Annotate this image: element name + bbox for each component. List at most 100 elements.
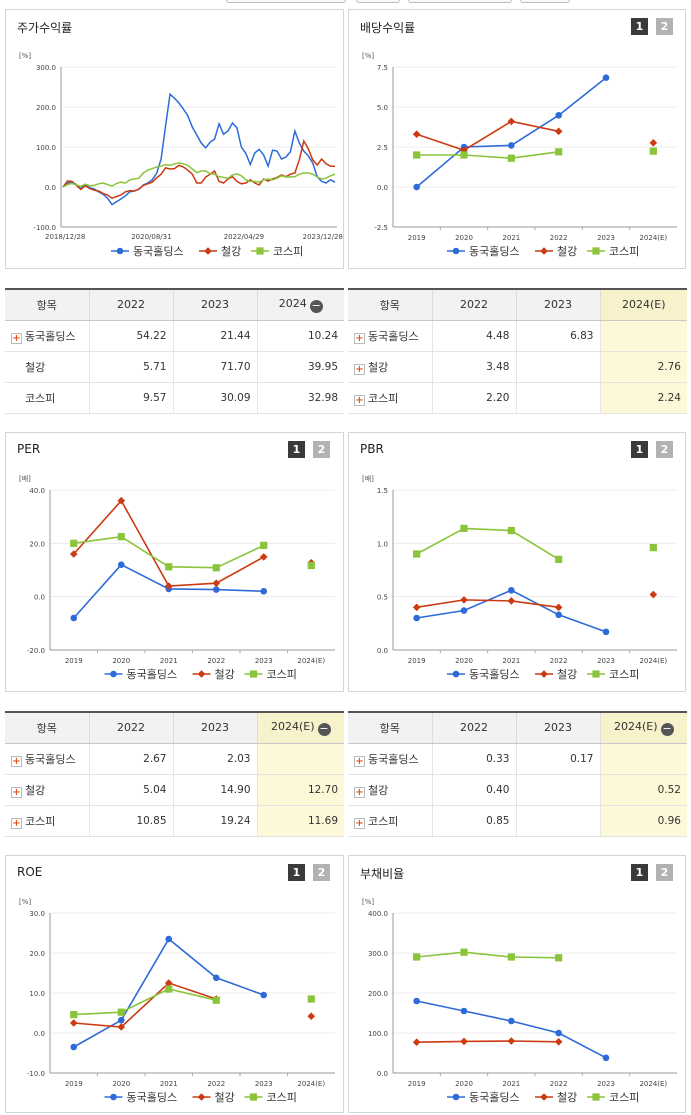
tab-1-button[interactable]: 1 [288, 864, 305, 881]
x-tick-label: 2020 [455, 234, 473, 242]
data-point [460, 524, 468, 532]
x-tick-label: 2024(E) [639, 234, 667, 242]
row-label[interactable]: + 동국홀딩스 [348, 320, 432, 352]
legend-marker [256, 247, 264, 255]
legend-marker [197, 1093, 206, 1101]
table-header-row: 항목 2022 2023 2024(E) − [348, 712, 687, 744]
tab-2-button[interactable]: 2 [313, 441, 330, 458]
value-cell: 2.67 [88, 743, 173, 775]
legend-label: 코스피 [273, 245, 303, 258]
data-point [212, 974, 220, 982]
data-point [460, 607, 468, 614]
legend-label: 코스피 [609, 668, 639, 681]
expand-icon[interactable]: + [11, 786, 22, 798]
expand-icon[interactable]: + [11, 755, 22, 767]
data-point [413, 183, 420, 191]
y-tick-label: 0.0 [34, 1030, 45, 1038]
y-tick-label: 200.0 [36, 104, 56, 112]
y-tick-label: -100.0 [33, 224, 56, 232]
collapse-icon[interactable]: − [309, 298, 323, 313]
legend-label: 철강 [557, 245, 577, 258]
data-point [307, 561, 315, 570]
tab-1-button[interactable]: 1 [288, 441, 305, 458]
value-cell: 5.71 [88, 351, 173, 383]
data-point [165, 935, 173, 943]
table-header-row: 항목 2022 2023 2024(E) − [5, 712, 344, 744]
row-label[interactable]: + 철강 [348, 351, 432, 383]
y-tick-label: 20.0 [29, 540, 45, 548]
roe-chart-panel: ROE 1 2 [%] -10.0 0.0 10.0 20.0 30.0 2019 2020 2… [5, 855, 344, 1113]
x-tick-label: 2022 [207, 1080, 225, 1088]
expand-icon[interactable]: + [354, 332, 365, 344]
x-tick-label: 2022 [550, 234, 568, 242]
row-label[interactable]: + 철강 [348, 774, 432, 806]
row-label[interactable]: + 철강 [5, 774, 89, 806]
value-cell: 9.57 [88, 382, 173, 414]
expand-icon[interactable]: + [354, 394, 365, 406]
data-point [260, 587, 268, 595]
expand-icon[interactable]: + [11, 817, 22, 829]
data-point [413, 997, 420, 1005]
value-cell: 71.70 [172, 351, 257, 383]
value-cell: 4.48 [431, 320, 516, 352]
chart-title: 주가수익률 [17, 21, 73, 35]
table-header-row: 항목 2022 2023 2024(E) [348, 289, 687, 321]
data-point [602, 1054, 610, 1062]
legend-label: 철강 [215, 668, 235, 681]
data-point [507, 1037, 516, 1045]
tab-2-button[interactable]: 2 [656, 18, 673, 35]
data-point [649, 544, 657, 552]
tab-2-button[interactable]: 2 [656, 864, 673, 881]
series-line [62, 162, 336, 188]
expand-icon[interactable]: + [354, 817, 365, 829]
y-tick-label: 0.0 [377, 1070, 388, 1078]
row-label[interactable]: + 동국홀딩스 [348, 743, 432, 775]
tab-2-button[interactable]: 2 [313, 864, 330, 881]
y-tick-label: -20.0 [27, 647, 45, 655]
value-cell: 11.69 [256, 805, 344, 837]
legend-marker [249, 670, 258, 678]
row-label[interactable]: + 코스피 [348, 382, 432, 414]
x-tick-label: 2019 [408, 234, 426, 242]
x-tick-label: 2023 [597, 657, 615, 665]
table-row: 철강 5.71 71.70 39.95 [5, 351, 344, 383]
tab-1-button[interactable]: 1 [631, 864, 648, 881]
table-row: + 동국홀딩스 0.33 0.17 [348, 743, 687, 775]
chart-title: 부채비율 [360, 867, 405, 881]
row-label[interactable]: + 동국홀딩스 [5, 320, 89, 352]
collapse-icon[interactable]: − [317, 721, 331, 736]
tab-1-button[interactable]: 1 [631, 441, 648, 458]
legend-marker [540, 670, 548, 678]
collapse-icon[interactable]: − [660, 721, 674, 736]
expand-icon[interactable]: + [354, 755, 365, 767]
expand-icon[interactable]: + [354, 786, 365, 798]
y-tick-label: 0.0 [34, 594, 45, 602]
legend-label: 동국홀딩스 [127, 1091, 178, 1104]
chart-svg: [배] -20.0 0.0 20.0 40.0 2019 2020 2021 2022 2023 2… [19, 474, 335, 681]
row-label[interactable]: + 동국홀딩스 [5, 743, 89, 775]
tab-1-button[interactable]: 1 [631, 18, 648, 35]
y-tick-label: 300.0 [368, 950, 388, 958]
x-tick-label: 2024(E) [297, 1080, 325, 1088]
x-tick-label: 2021 [502, 657, 520, 665]
stock-return-chart-panel: 주가수익률 [%] -100.0 0.0 100.0 200.0 300.0 2018/12… [5, 9, 344, 269]
series-line [416, 1000, 607, 1059]
data-point [554, 1038, 563, 1046]
y-tick-label: 100.0 [368, 1030, 388, 1038]
value-cell [599, 743, 687, 775]
data-point [70, 1043, 78, 1051]
row-label[interactable]: + 코스피 [5, 805, 89, 837]
data-point [460, 151, 468, 159]
chart-title: 배당수익률 [360, 21, 416, 35]
expand-icon[interactable]: + [11, 332, 22, 344]
value-cell: 54.22 [88, 320, 173, 352]
row-label[interactable]: + 코스피 [348, 805, 432, 837]
tab-2-button[interactable]: 2 [656, 441, 673, 458]
value-cell [515, 382, 600, 414]
y-tick-label: 1.0 [377, 540, 388, 548]
value-cell: 10.24 [256, 320, 344, 352]
value-cell: 10.85 [88, 805, 173, 837]
expand-icon[interactable]: + [354, 363, 365, 375]
data-point [413, 550, 421, 558]
value-cell [515, 774, 600, 806]
